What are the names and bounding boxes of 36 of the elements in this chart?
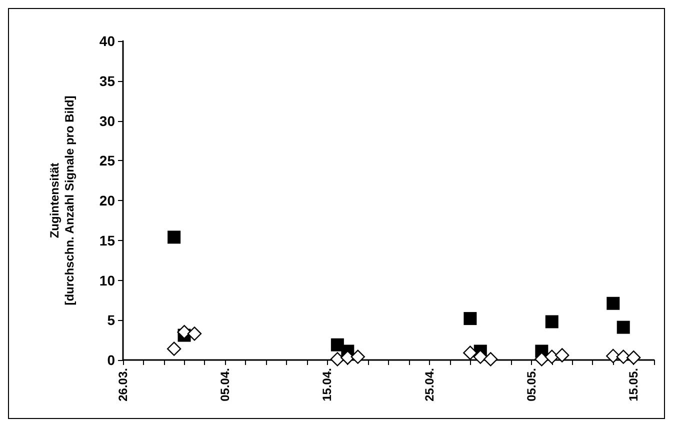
y-tick-label: 0 xyxy=(107,352,116,368)
point xyxy=(473,350,488,364)
y-axis-title: Zugintensität [durchschn. Anzahl Signale pro Bild] xyxy=(48,96,76,306)
point xyxy=(484,352,498,366)
x-tick-label: 15.05. xyxy=(626,368,641,402)
y-tick-label: 10 xyxy=(99,272,116,288)
y-tick-label: 35 xyxy=(99,72,116,89)
point xyxy=(545,315,558,328)
x-tick-label: 25.04. xyxy=(422,368,436,402)
point xyxy=(544,350,559,364)
y-tick-label: 15 xyxy=(99,232,116,248)
point xyxy=(340,350,355,365)
y-tick-label: 20 xyxy=(99,192,116,208)
point xyxy=(168,230,181,244)
point xyxy=(626,350,641,365)
point xyxy=(177,324,192,340)
x-tick-label: 26.03. xyxy=(116,368,130,402)
point xyxy=(606,348,620,364)
x-tick-label: 05.04. xyxy=(218,368,232,402)
point xyxy=(166,342,182,356)
point xyxy=(606,296,620,310)
point xyxy=(464,312,477,326)
point xyxy=(187,326,202,341)
point xyxy=(616,320,630,334)
point xyxy=(463,346,478,360)
x-tick-label: 15.04. xyxy=(320,368,334,402)
y-tick-label: 25 xyxy=(99,152,116,169)
x-tick-label: 05.05. xyxy=(524,368,538,402)
y-tick-label: 30 xyxy=(99,112,116,129)
y-tick-label: 5 xyxy=(107,312,116,328)
point xyxy=(330,352,345,366)
point xyxy=(554,348,570,362)
y-tick-label: 40 xyxy=(99,33,116,49)
point xyxy=(534,352,549,366)
point xyxy=(350,350,365,364)
point xyxy=(616,350,630,364)
